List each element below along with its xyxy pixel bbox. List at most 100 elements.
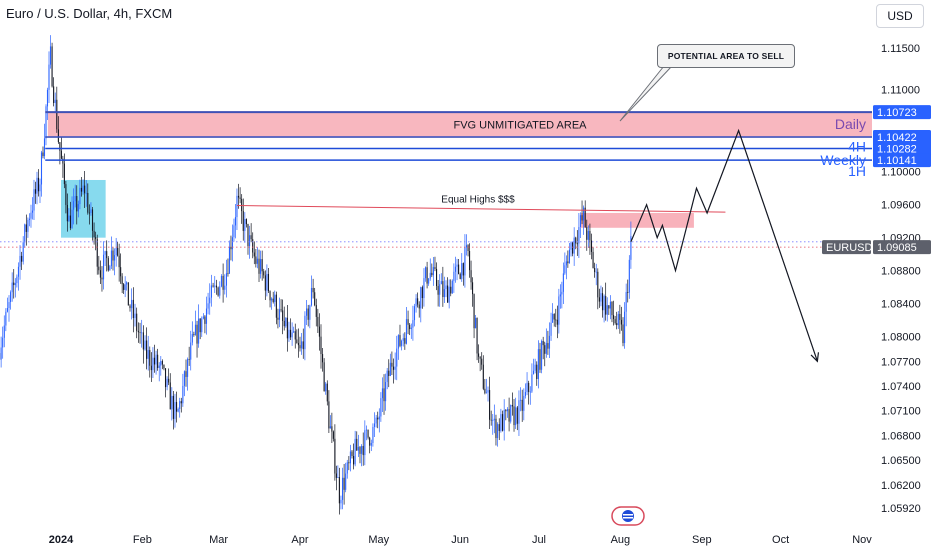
candle-body (410, 327, 412, 330)
news-flag-icon[interactable] (611, 506, 645, 526)
candle-body (76, 196, 78, 212)
candle-body (373, 423, 376, 427)
candle-body (252, 239, 254, 253)
candle-body (19, 255, 21, 267)
candle-body (385, 382, 387, 402)
candle-body (620, 319, 622, 325)
candle-body (96, 239, 98, 267)
candle-body (66, 204, 68, 222)
y-tick-label: 1.07100 (881, 406, 921, 418)
candle-body (521, 399, 523, 411)
candle-body (328, 401, 330, 429)
level-name-weekly: Weekly (820, 152, 866, 168)
candle-body (286, 317, 288, 339)
candle-body (565, 261, 567, 266)
candle-body (579, 215, 582, 228)
candle-body (357, 447, 359, 451)
candle-body (619, 313, 621, 320)
candle-body (459, 273, 461, 279)
candle-body (242, 211, 244, 231)
candle-body (0, 347, 2, 360)
y-tick-label: 1.11500 (881, 43, 920, 55)
candle-body (196, 324, 198, 344)
candle-body (297, 343, 299, 346)
candle-body (497, 424, 499, 439)
symbol-tag (822, 240, 871, 255)
candle-body (378, 416, 380, 420)
candle-body (185, 371, 187, 377)
candle-body (464, 247, 466, 276)
candle-body (568, 249, 570, 264)
candle-body (98, 266, 100, 271)
candle-body (141, 332, 143, 334)
candle-body (349, 451, 351, 464)
candle-body (552, 313, 554, 323)
candle-body (587, 230, 589, 240)
candle-body (467, 245, 469, 252)
candle-body (301, 341, 303, 349)
projection-arrowhead (810, 352, 820, 363)
candle-body (412, 320, 414, 328)
candle-body (102, 254, 105, 280)
candle-body (332, 431, 334, 439)
x-tick-label: Apr (291, 534, 308, 546)
candle-body (285, 317, 287, 327)
candle-body (536, 364, 538, 380)
x-tick-label: Jun (451, 534, 469, 546)
candle-body (594, 268, 596, 273)
candle-body (306, 308, 308, 316)
candle-body (436, 268, 438, 287)
candle-body (48, 64, 50, 90)
candle-body (609, 301, 611, 309)
candle-body (115, 247, 117, 256)
candle-body (461, 263, 463, 279)
candle-body (401, 340, 403, 346)
candle-body (558, 296, 560, 325)
candle-body (409, 324, 411, 330)
candle-body (356, 438, 358, 451)
candle-body (214, 285, 216, 287)
candle-body (531, 374, 533, 392)
candle-body (14, 283, 16, 286)
candle-body (616, 323, 618, 326)
candle-body (34, 189, 37, 194)
candle-body (605, 296, 607, 315)
candle-body (40, 152, 43, 185)
candle-body (500, 414, 502, 431)
candle-body (256, 258, 258, 264)
candle-body (264, 275, 266, 291)
y-tick-label: 1.08000 (881, 332, 921, 344)
candle-body (271, 298, 273, 301)
candle-body (87, 192, 89, 213)
candle-body (478, 353, 480, 357)
level-name-4h: 4H (848, 139, 866, 155)
candle-body (508, 409, 510, 422)
candle-body (628, 259, 630, 293)
candle-body (548, 335, 551, 349)
candle-body (532, 370, 535, 375)
candle-body (245, 219, 247, 225)
currency-button[interactable]: USD (876, 4, 924, 28)
candle-body (54, 99, 56, 103)
candle-body (343, 477, 345, 490)
price-tag (873, 153, 931, 168)
candle-body (341, 477, 344, 500)
candle-body (157, 354, 159, 368)
x-tick-label: May (368, 534, 389, 546)
candle-body (302, 341, 304, 350)
candle-body (381, 388, 384, 399)
candle-body (21, 255, 23, 262)
candle-body (567, 261, 569, 264)
candle-body (289, 329, 292, 338)
candle-body (142, 332, 144, 350)
candle-body (99, 270, 101, 278)
candle-body (180, 401, 182, 404)
candle-body (520, 399, 522, 401)
candle-body (174, 402, 176, 419)
candle-body (428, 278, 430, 284)
candle-body (112, 250, 114, 261)
candle-body (149, 350, 151, 366)
level-name-1h: 1H (848, 163, 866, 179)
